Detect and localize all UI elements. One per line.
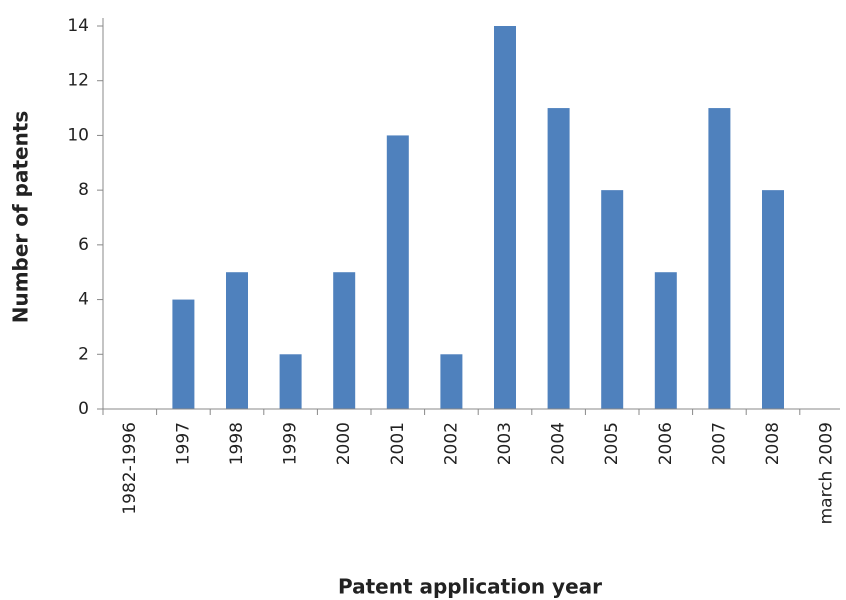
y-tick-label: 12 xyxy=(67,71,89,91)
bar xyxy=(440,354,463,409)
bar xyxy=(547,108,570,410)
bar xyxy=(601,190,624,409)
x-tick-label: march 2009 xyxy=(817,422,837,524)
x-tick-label: 2000 xyxy=(334,422,354,465)
x-tick-label: 2003 xyxy=(495,422,515,465)
bar xyxy=(279,354,302,409)
x-tick-label: 1999 xyxy=(281,422,301,465)
bar xyxy=(494,26,516,409)
x-tick-label: 2008 xyxy=(763,422,783,465)
bar xyxy=(654,272,677,409)
y-tick-label: 10 xyxy=(67,125,89,145)
y-axis-title: Number of patents xyxy=(9,111,33,324)
bar xyxy=(226,272,248,409)
bar xyxy=(172,299,195,409)
x-tick-label: 2002 xyxy=(441,422,461,465)
bar xyxy=(708,108,731,410)
x-tick-label: 2004 xyxy=(549,422,569,465)
x-tick-label: 2005 xyxy=(602,422,622,465)
y-tick-label: 14 xyxy=(67,16,89,36)
y-tick-label: 6 xyxy=(78,235,89,255)
x-tick-label: 2001 xyxy=(388,422,408,465)
x-tick-label: 2007 xyxy=(709,422,729,465)
x-tick-label: 2006 xyxy=(656,422,676,465)
x-tick-label: 1998 xyxy=(227,422,247,465)
y-tick-label: 0 xyxy=(78,399,89,419)
bar xyxy=(333,272,356,409)
x-tick-label: 1982-1996 xyxy=(120,422,140,515)
y-tick-label: 4 xyxy=(78,290,89,310)
x-tick-label: 1997 xyxy=(173,422,193,465)
bar xyxy=(762,190,784,409)
bar xyxy=(386,135,409,409)
y-tick-label: 8 xyxy=(78,180,89,200)
x-axis-title: Patent application year xyxy=(338,575,602,599)
y-tick-label: 2 xyxy=(78,344,89,364)
